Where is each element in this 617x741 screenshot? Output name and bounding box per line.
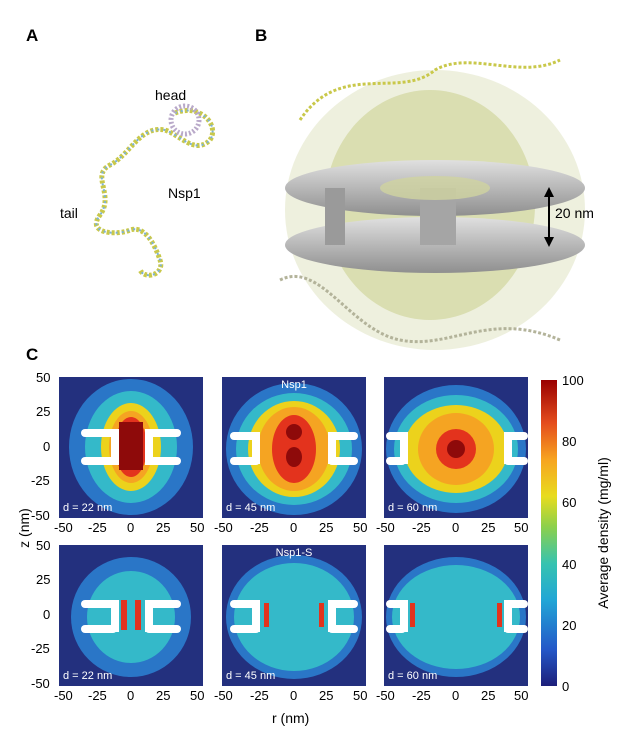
panel-letter-b: B bbox=[255, 26, 268, 45]
z-axis-label: z (nm) bbox=[16, 508, 32, 548]
r-tick: 50 bbox=[514, 520, 529, 535]
r-axis-label: r (nm) bbox=[272, 710, 310, 726]
panel-letter-a: A bbox=[26, 26, 39, 45]
r-tick: 25 bbox=[156, 688, 171, 703]
r-tick: -25 bbox=[88, 688, 107, 703]
d-label: d = 60 nm bbox=[388, 670, 438, 682]
d-label: d = 22 nm bbox=[63, 670, 113, 682]
panel-title-bottom: Nsp1-S bbox=[275, 547, 313, 559]
nsp1-label: Nsp1 bbox=[168, 185, 201, 201]
panel-title-top: Nsp1 bbox=[281, 379, 307, 391]
r-tick: 50 bbox=[514, 688, 529, 703]
r-tick: 50 bbox=[353, 688, 368, 703]
head-label: head bbox=[155, 87, 187, 103]
r-tick: 25 bbox=[481, 688, 496, 703]
r-tick: -50 bbox=[376, 520, 395, 535]
r-tick: -50 bbox=[54, 688, 73, 703]
z-tick: 25 bbox=[36, 404, 51, 419]
height-label: 20 nm bbox=[555, 205, 594, 221]
density-map-nsp1-d45: Nsp1 d = 45 nm bbox=[222, 377, 366, 518]
z-tick: -50 bbox=[31, 508, 50, 523]
z-tick: 25 bbox=[36, 572, 51, 587]
r-tick: -50 bbox=[214, 520, 233, 535]
r-tick: -50 bbox=[214, 688, 233, 703]
r-tick: -25 bbox=[88, 520, 107, 535]
d-label: d = 45 nm bbox=[226, 502, 276, 514]
r-tick: 25 bbox=[481, 520, 496, 535]
colorbar-tick: 80 bbox=[562, 434, 577, 449]
r-tick: 25 bbox=[319, 520, 334, 535]
z-tick: -50 bbox=[31, 676, 50, 691]
r-tick: 0 bbox=[452, 520, 460, 535]
r-tick: -25 bbox=[250, 688, 269, 703]
d-label: d = 60 nm bbox=[388, 502, 438, 514]
colorbar-tick: 100 bbox=[562, 373, 584, 388]
d-label: d = 45 nm bbox=[226, 670, 276, 682]
r-tick: -25 bbox=[412, 520, 431, 535]
r-tick: 50 bbox=[190, 520, 205, 535]
z-tick: 50 bbox=[36, 538, 51, 553]
colorbar-tick: 40 bbox=[562, 557, 577, 572]
r-tick: 50 bbox=[353, 520, 368, 535]
z-tick: -25 bbox=[31, 641, 50, 656]
density-map-nsp1s-d22: d = 22 nm bbox=[59, 545, 203, 686]
r-tick: 25 bbox=[319, 688, 334, 703]
colorbar-tick: 20 bbox=[562, 618, 577, 633]
colorbar-tick: 0 bbox=[562, 679, 570, 694]
r-tick: 0 bbox=[127, 520, 135, 535]
density-map-nsp1-d22: d = 22 nm bbox=[59, 377, 203, 518]
panel-letter-c: C bbox=[26, 345, 39, 364]
z-tick: 0 bbox=[43, 439, 51, 454]
tail-label: tail bbox=[60, 205, 78, 221]
density-map-nsp1-d60: d = 60 nm bbox=[384, 377, 528, 518]
pore-simulation-illustration bbox=[279, 58, 585, 350]
colorbar-tick: 60 bbox=[562, 495, 577, 510]
z-tick: 0 bbox=[43, 607, 51, 622]
r-tick: -25 bbox=[250, 520, 269, 535]
r-tick: 50 bbox=[190, 688, 205, 703]
r-tick: -25 bbox=[412, 688, 431, 703]
r-tick: 0 bbox=[127, 688, 135, 703]
r-tick: 0 bbox=[290, 688, 298, 703]
r-tick: 25 bbox=[156, 520, 171, 535]
z-tick: -25 bbox=[31, 473, 50, 488]
colorbar-label: Average density (mg/ml) bbox=[595, 457, 611, 609]
r-tick: 0 bbox=[452, 688, 460, 703]
density-map-nsp1s-d60: d = 60 nm bbox=[384, 545, 528, 686]
r-tick: 0 bbox=[290, 520, 298, 535]
nsp1-chain-illustration bbox=[94, 103, 215, 278]
d-label: d = 22 nm bbox=[63, 502, 113, 514]
colorbar bbox=[541, 380, 557, 686]
r-tick: -50 bbox=[376, 688, 395, 703]
density-map-nsp1s-d45: Nsp1-S d = 45 nm bbox=[222, 545, 366, 686]
z-tick: 50 bbox=[36, 370, 51, 385]
r-tick: -50 bbox=[54, 520, 73, 535]
